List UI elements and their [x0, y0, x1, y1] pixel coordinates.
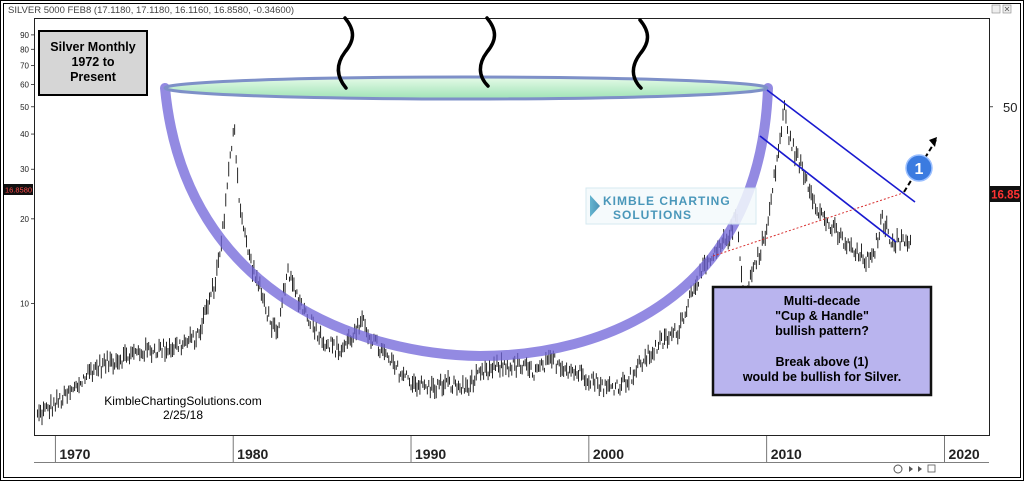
arrow-dash-line: [903, 139, 937, 193]
support-trendline: [712, 192, 904, 257]
title-line-3: Present: [70, 70, 117, 84]
price-tag-right: 16.85: [990, 186, 1021, 202]
x-tick-label: 2010: [771, 446, 802, 462]
breakout-marker: 1: [905, 154, 933, 182]
y-tick-right-label: 50: [1003, 100, 1017, 115]
title-line-1: Silver Monthly: [50, 40, 135, 54]
price-tag-right-text: 16.85: [991, 190, 1020, 202]
y-tick-left-label: 50: [20, 103, 29, 112]
restore-icon[interactable]: [991, 4, 1001, 14]
y-tick-left-label: 20: [20, 215, 29, 224]
credit-site: KimbleChartingSolutions.com: [104, 394, 261, 408]
pattern-line-4: Break above (1): [775, 355, 868, 369]
inner-frame: [3, 3, 1021, 478]
refresh-icon[interactable]: [893, 464, 903, 474]
price-tag-right-bg: [990, 186, 1021, 202]
price-tag-left-bg: [4, 184, 33, 195]
credit-date: 2/25/18: [163, 408, 203, 422]
pattern-line-1: Multi-decade: [784, 294, 860, 308]
symbol-header: SILVER 5000 FEB8 (17.1180, 17.1180, 16.1…: [8, 5, 294, 16]
steam-squiggle-2: [478, 16, 497, 88]
steam-squiggle-3: [631, 18, 650, 90]
title-line-2: 1972 to: [71, 55, 114, 69]
window-controls[interactable]: [991, 4, 1012, 14]
y-tick-left-label: 60: [20, 80, 29, 89]
pattern-box: Multi-decade "Cup & Handle" bullish patt…: [711, 285, 933, 397]
x-ticks: 1970 1980 1990 2000 2010 2020: [34, 436, 989, 463]
channel-upper-line: [766, 89, 916, 203]
scroll-left-icon[interactable]: [909, 466, 913, 472]
y-tick-left-label: 40: [20, 130, 29, 139]
pattern-line-3: bullish pattern?: [775, 324, 869, 338]
x-tick-label: 2020: [949, 446, 980, 462]
logo-chevron-icon: [590, 195, 600, 217]
logo-backdrop: [585, 187, 757, 225]
bottom-toolbar[interactable]: [893, 464, 936, 474]
price-bars: [37, 100, 911, 426]
y-tick-left-label: 70: [20, 62, 29, 71]
arrow-head-icon: [929, 137, 937, 147]
scroll-right-icon[interactable]: [918, 466, 922, 472]
breakout-arrow: [903, 137, 937, 193]
steam-squiggle-1: [336, 16, 355, 90]
marker-circle: [905, 154, 933, 182]
marker-label: 1: [915, 161, 924, 178]
close-icon-glyph: [1004, 6, 1010, 12]
logo-line-2: SOLUTIONS: [613, 208, 692, 222]
y-tick-left-label: 80: [20, 45, 29, 54]
title-box-frame: [38, 30, 148, 96]
x-tick-label: 1980: [237, 446, 268, 462]
pattern-box-frame: [711, 285, 933, 397]
pattern-line-2: "Cup & Handle": [775, 309, 869, 323]
price-tag-left: 16.8580: [4, 184, 33, 195]
channel-lower-line: [759, 135, 897, 243]
logo-line-1: KIMBLE CHARTING: [603, 194, 731, 208]
y-ticks-left: 90 80 70 60 50 40 30 20 10: [20, 31, 34, 309]
zoom-icon[interactable]: [927, 464, 936, 473]
title-box: Silver Monthly 1972 to Present: [38, 30, 148, 96]
price-tag-left-text: 16.8580: [5, 186, 32, 195]
cup-arc: [160, 83, 773, 362]
y-tick-left-label: 90: [20, 31, 29, 40]
y-ticks-right: 50: [989, 100, 1017, 115]
kimble-logo: KIMBLE CHARTING SOLUTIONS: [585, 187, 757, 225]
y-tick-left-label: 10: [20, 300, 29, 309]
pattern-line-5: would be bullish for Silver.: [742, 370, 901, 384]
y-tick-left-label: 30: [20, 165, 29, 174]
x-tick-label: 1970: [59, 446, 90, 462]
cup-rim-ellipse: [163, 75, 769, 101]
x-tick-label: 2000: [593, 446, 624, 462]
x-tick-label: 1990: [415, 446, 446, 462]
